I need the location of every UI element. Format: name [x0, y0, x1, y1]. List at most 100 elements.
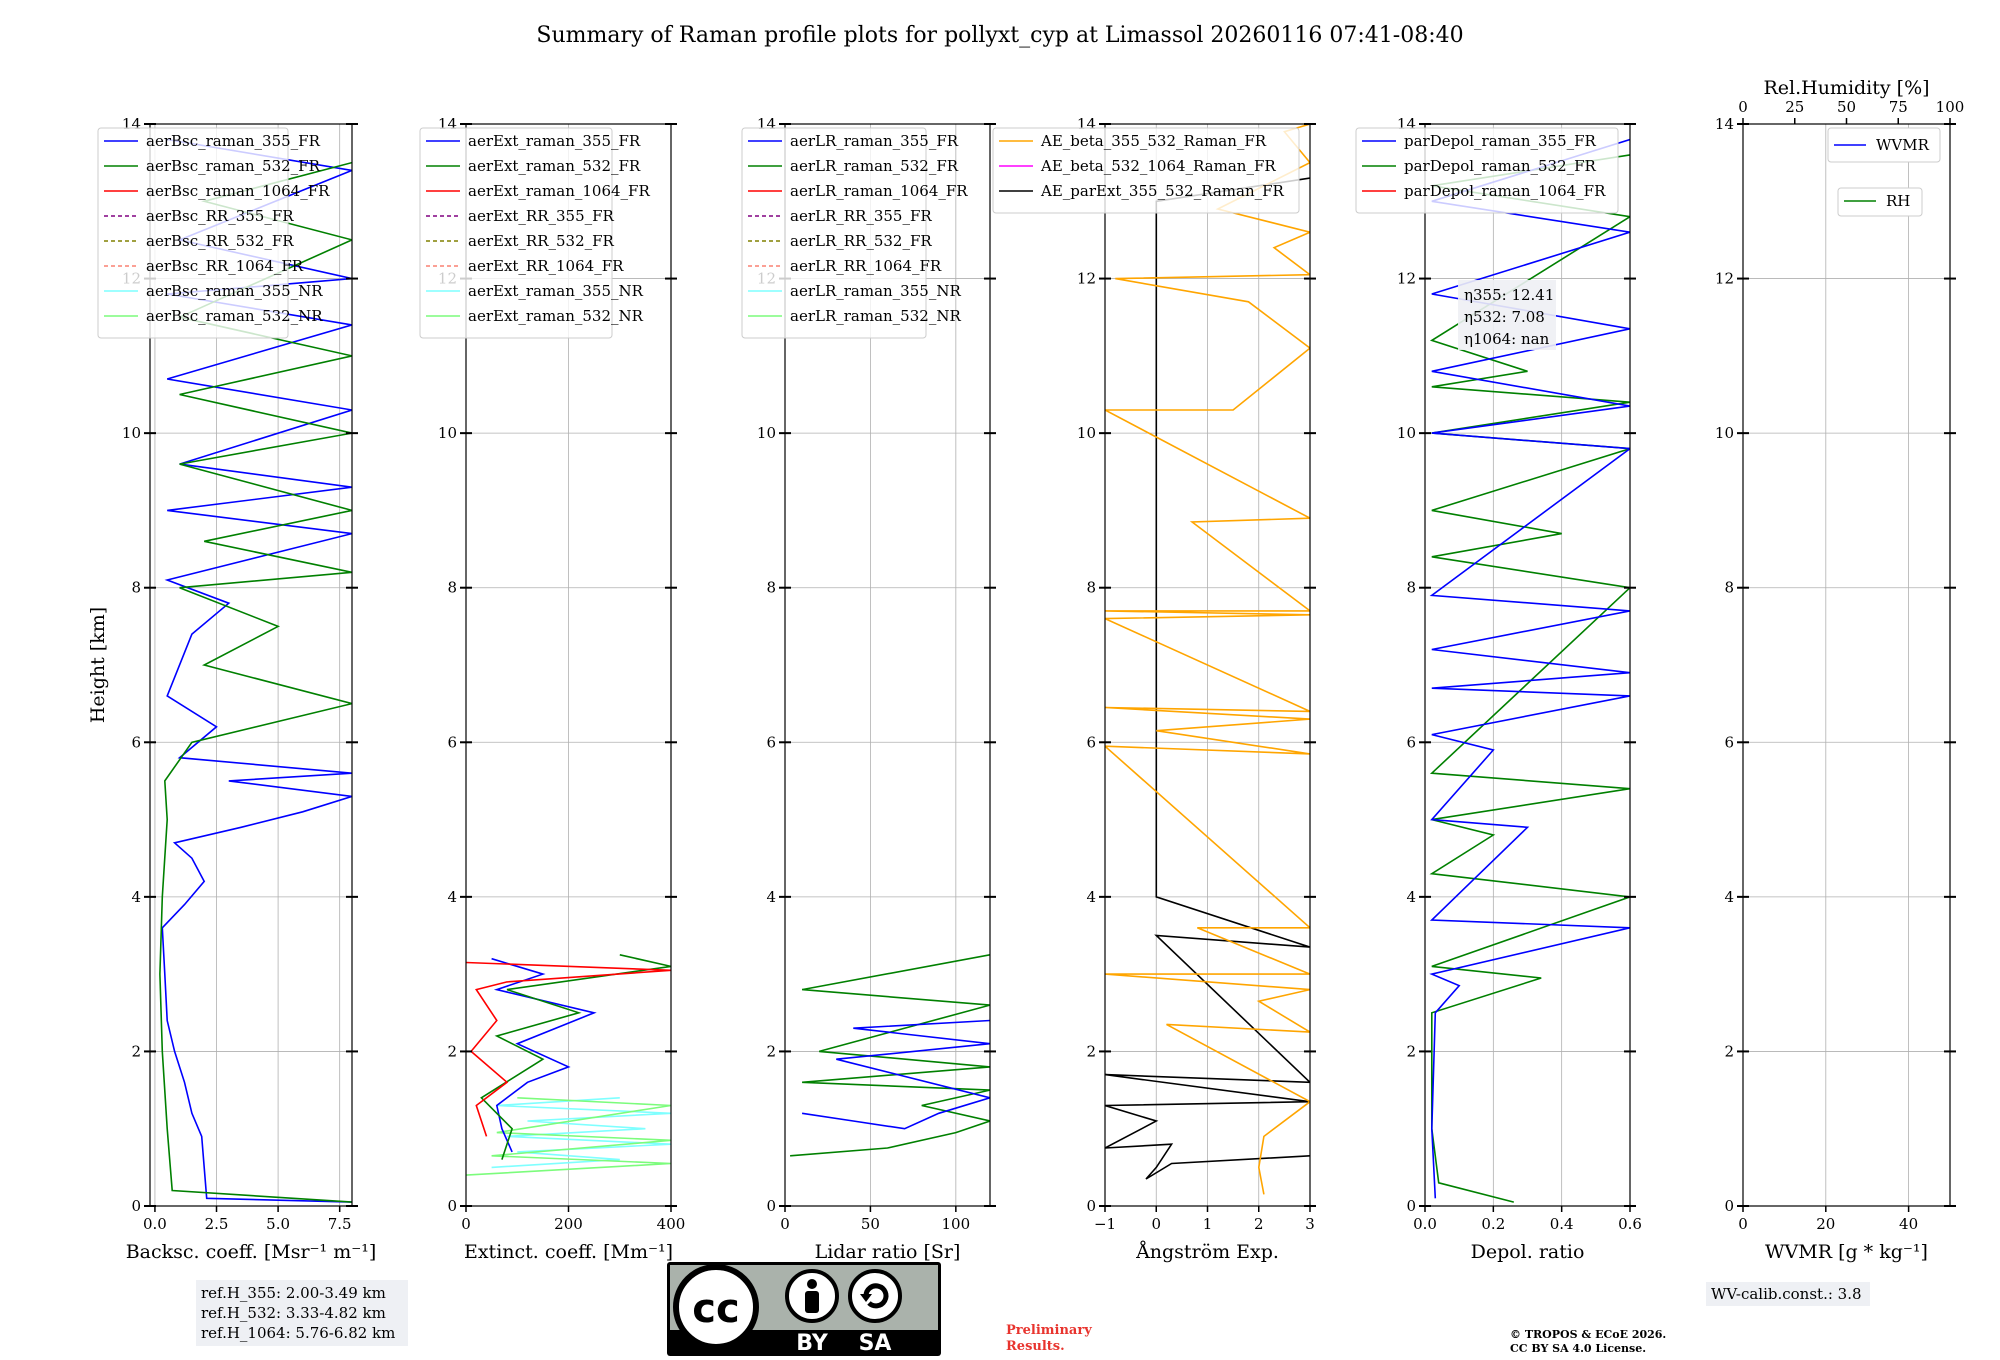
legend-label: aerLR_RR_355_FR — [790, 207, 932, 225]
ref-height-532: ref.H_532: 3.33-4.82 km — [201, 1304, 386, 1322]
cc-sa-label: SA — [859, 1331, 892, 1356]
x-tick-label: 0 — [1151, 1215, 1161, 1233]
legend-label: aerBsc_RR_532_FR — [146, 232, 294, 250]
x-tick-label: 5.0 — [266, 1215, 290, 1233]
x-tick-label: 0.4 — [1550, 1215, 1574, 1233]
panel-ext: 024681012140200400Extinct. coeff. [Mm⁻¹]… — [419, 115, 685, 1263]
y-tick-label: 8 — [766, 579, 776, 597]
series-parDepol_raman_532_FR — [1429, 154, 1630, 1203]
legend-label: AE_beta_532_1064_Raman_FR — [1040, 157, 1276, 175]
series-group — [159, 138, 352, 1203]
share-alike-icon — [848, 1269, 902, 1323]
x2-axis-label: Rel.Humidity [%] — [1763, 77, 1929, 99]
legend-label: aerBsc_raman_355_FR — [146, 132, 321, 150]
y-tick-label: 2 — [447, 1042, 457, 1060]
x-tick-label: 0.2 — [1481, 1215, 1505, 1233]
y-tick-label: 8 — [447, 579, 457, 597]
series-aerBsc_raman_355_FR — [161, 138, 352, 1203]
series-aerExt_raman_355_FR — [491, 957, 597, 1153]
x-tick-label: 0 — [461, 1215, 471, 1233]
cc-logo-text: cc — [692, 1286, 739, 1332]
y-tick-label: 10 — [1077, 424, 1096, 442]
y-tick-label: 6 — [1086, 733, 1096, 751]
legend-label: aerLR_raman_355_FR — [790, 132, 959, 150]
legend-label: aerBsc_raman_355_NR — [146, 282, 323, 300]
x-tick-label: 0.6 — [1618, 1215, 1642, 1233]
series-aerExt_raman_1064_FR — [466, 961, 671, 1137]
y-tick-label: 4 — [1406, 888, 1416, 906]
series-AE_parExt_355_532_Raman_FR — [1105, 177, 1310, 1180]
series-group — [790, 954, 990, 1157]
legend: aerLR_raman_355_FR aerLR_raman_532_FR aerL… — [741, 127, 968, 339]
legend-label: aerLR_raman_532_NR — [790, 307, 961, 325]
y-tick-label: 6 — [1406, 733, 1416, 751]
reference-heights-box: ref.H_355: 2.00-3.49 km ref.H_532: 3.33-… — [196, 1280, 408, 1346]
legend-box — [741, 127, 927, 339]
x-tick-label: 0.0 — [143, 1215, 167, 1233]
y-tick-label: 4 — [766, 888, 776, 906]
legend-label: aerExt_RR_1064_FR — [468, 257, 624, 275]
panel-lr: 02468101214050100Lidar ratio [Sr]aerLR_r… — [741, 115, 996, 1263]
figure-title: Summary of Raman profile plots for polly… — [536, 23, 1463, 48]
legend-box — [97, 127, 289, 339]
cc-by-label: BY — [796, 1331, 829, 1356]
series-aerLR_raman_355_FR — [801, 1019, 990, 1130]
x-tick-label: 40 — [1899, 1215, 1918, 1233]
legend-label: aerLR_RR_532_FR — [790, 232, 932, 250]
x-axis-label: Depol. ratio — [1471, 1241, 1585, 1263]
x2-tick-label: 50 — [1837, 98, 1856, 116]
legend: aerBsc_raman_355_FR aerBsc_raman_532_FRae… — [97, 127, 330, 339]
y-tick-label: 10 — [1715, 424, 1734, 442]
legend-label: WVMR — [1876, 136, 1930, 154]
x-tick-label: 1 — [1203, 1215, 1213, 1233]
y-tick-label: 0 — [1406, 1197, 1416, 1215]
x-tick-label: 2 — [1254, 1215, 1264, 1233]
x2-tick-label: 100 — [1936, 98, 1965, 116]
series-group — [466, 954, 671, 1176]
y-tick-label: 6 — [1724, 733, 1734, 751]
y-tick-label: 8 — [1406, 579, 1416, 597]
legend-label: parDepol_raman_355_FR — [1404, 132, 1597, 150]
ref-height-355: ref.H_355: 2.00-3.49 km — [201, 1284, 386, 1302]
x-tick-label: 0 — [780, 1215, 790, 1233]
x-axis-label: Backsc. coeff. [Msr⁻¹ m⁻¹] — [126, 1241, 377, 1263]
y-tick-label: 8 — [131, 579, 141, 597]
y-tick-label: 2 — [1406, 1042, 1416, 1060]
x-tick-label: 20 — [1816, 1215, 1835, 1233]
legend: AE_beta_355_532_Raman_FR AE_beta_532_1064… — [992, 127, 1300, 214]
y-tick-label: 12 — [1715, 270, 1734, 288]
y-tick-label: 4 — [447, 888, 457, 906]
series-group — [1429, 138, 1630, 1203]
legend-box — [419, 127, 613, 339]
legend-label: aerBsc_RR_355_FR — [146, 207, 294, 225]
eta-annotation: η355: 12.41 η532: 7.08 η1064: nan — [1458, 280, 1556, 350]
legend: WVMR RH — [1827, 127, 1941, 217]
y-tick-label: 0 — [447, 1197, 457, 1215]
y-tick-label: 0 — [1724, 1197, 1734, 1215]
cc-license-badge: cc BY SA — [667, 1262, 941, 1356]
eta-box — [1458, 280, 1556, 350]
y-tick-label: 6 — [131, 733, 141, 751]
series-group — [1105, 124, 1310, 1195]
axes-frame — [1742, 123, 1951, 1207]
x-tick-label: −1 — [1094, 1215, 1116, 1233]
x-axis-label: Ångström Exp. — [1135, 1241, 1279, 1263]
y-tick-label: 10 — [122, 424, 141, 442]
legend-label: parDepol_raman_532_FR — [1404, 157, 1597, 175]
series-aerBsc_raman_532_FR — [159, 161, 352, 1203]
eta-value: η532: 7.08 — [1464, 308, 1545, 326]
legend-label: aerExt_raman_1064_FR — [468, 182, 650, 200]
preliminary-line-1: Preliminary — [1006, 1323, 1092, 1338]
legend-label: aerLR_raman_1064_FR — [790, 182, 968, 200]
copyright-line-1: © TROPOS & ECoE 2026. — [1510, 1328, 1666, 1341]
x-tick-label: 200 — [554, 1215, 583, 1233]
legend-label: aerLR_raman_355_NR — [790, 282, 961, 300]
y-tick-label: 10 — [438, 424, 457, 442]
y-tick-label: 6 — [766, 733, 776, 751]
legend-label: aerLR_raman_532_FR — [790, 157, 959, 175]
legend-label: RH — [1886, 192, 1910, 210]
legend-label: aerExt_raman_532_NR — [468, 307, 644, 325]
legend-label: aerExt_raman_532_FR — [468, 157, 641, 175]
